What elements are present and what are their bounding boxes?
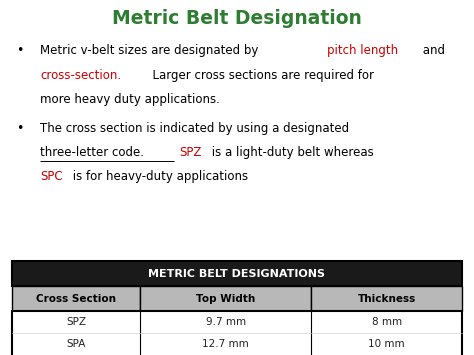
Text: SPZ: SPZ xyxy=(179,146,202,159)
Text: Metric Belt Designation: Metric Belt Designation xyxy=(112,9,362,28)
Bar xyxy=(12,286,140,311)
Bar xyxy=(12,311,462,355)
Text: Thickness: Thickness xyxy=(357,294,416,304)
Text: and: and xyxy=(419,44,445,58)
Text: •: • xyxy=(17,44,24,58)
Text: Cross Section: Cross Section xyxy=(36,294,116,304)
Text: SPA: SPA xyxy=(66,339,86,349)
Text: 10 mm: 10 mm xyxy=(368,339,405,349)
Text: 12.7 mm: 12.7 mm xyxy=(202,339,249,349)
Bar xyxy=(12,261,462,286)
Text: Larger cross sections are required for: Larger cross sections are required for xyxy=(145,69,374,82)
Text: The cross section is indicated by using a designated: The cross section is indicated by using … xyxy=(40,122,349,135)
Text: •: • xyxy=(17,122,24,135)
Text: is a light-duty belt whereas: is a light-duty belt whereas xyxy=(208,146,374,159)
Text: more heavy duty applications.: more heavy duty applications. xyxy=(40,93,220,106)
Text: 8 mm: 8 mm xyxy=(372,317,402,327)
Text: 9.7 mm: 9.7 mm xyxy=(206,317,246,327)
Bar xyxy=(140,286,311,311)
Text: METRIC BELT DESIGNATIONS: METRIC BELT DESIGNATIONS xyxy=(148,269,326,279)
Text: cross-section.: cross-section. xyxy=(40,69,121,82)
Text: Top Width: Top Width xyxy=(196,294,255,304)
Text: SPC: SPC xyxy=(40,170,63,183)
Text: SPZ: SPZ xyxy=(66,317,86,327)
Text: is for heavy-duty applications: is for heavy-duty applications xyxy=(70,170,248,183)
Text: Metric v-belt sizes are designated by: Metric v-belt sizes are designated by xyxy=(40,44,263,58)
Bar xyxy=(311,286,462,311)
Text: pitch length: pitch length xyxy=(327,44,398,58)
Text: three-letter code.: three-letter code. xyxy=(40,146,144,159)
